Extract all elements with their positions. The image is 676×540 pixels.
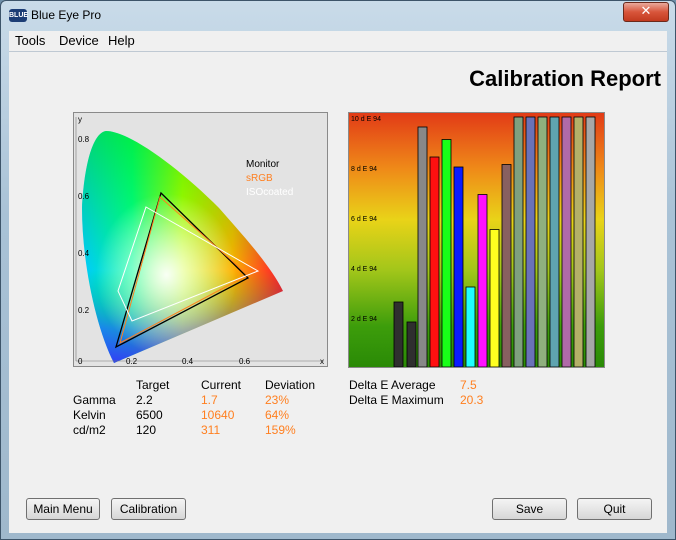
delta-e-bar <box>585 116 596 367</box>
gamma-target: 2.2 <box>136 393 153 407</box>
legend-srgb: sRGB <box>246 173 273 184</box>
calibration-button[interactable]: Calibration <box>111 498 186 520</box>
delta-e-maximum-label: Delta E Maximum <box>349 393 444 407</box>
isocoated-gamut-outline <box>117 206 260 322</box>
menu-bar: Tools Device Help <box>9 31 667 52</box>
cie-y-tick: 0.6 <box>78 192 90 201</box>
menu-help[interactable]: Help <box>108 33 135 48</box>
luminance-target: 120 <box>136 423 157 437</box>
app-logo-icon: BLUE <box>9 9 28 22</box>
gamma-current: 1.7 <box>201 393 218 407</box>
delta-e-average-value: 7.5 <box>460 378 477 392</box>
row-label-kelvin: Kelvin <box>73 408 106 422</box>
delta-e-bar <box>537 116 548 367</box>
delta-e-bar <box>465 286 476 367</box>
cie-y-tick: 0.4 <box>78 249 90 258</box>
header-current: Current <box>201 378 242 392</box>
monitor-gamut-outline <box>114 191 250 349</box>
cie-y-tick: 0 <box>78 357 83 366</box>
window-title: Blue Eye Pro <box>31 8 102 22</box>
cie-x-axis-label: x <box>320 357 324 366</box>
cie-x-tick: 0.2 <box>126 357 138 366</box>
gamma-deviation: 23% <box>265 393 290 407</box>
kelvin-current: 10640 <box>201 408 235 422</box>
save-button[interactable]: Save <box>492 498 567 520</box>
delta-e-bar <box>561 116 572 367</box>
menu-device[interactable]: Device <box>59 33 99 48</box>
delta-e-bar <box>393 301 404 367</box>
delta-e-bar <box>549 116 560 367</box>
cie-y-axis-label: y <box>78 115 82 124</box>
delta-e-bar <box>441 139 452 367</box>
header-target: Target <box>136 378 170 392</box>
delta-e-bar-chart: 10 d E 94 8 d E 94 6 d E 94 4 d E 94 2 d E 9… <box>348 112 605 368</box>
delta-e-bar <box>573 116 584 367</box>
row-label-gamma: Gamma <box>73 393 116 407</box>
kelvin-target: 6500 <box>136 408 163 422</box>
delta-e-bar <box>477 194 488 367</box>
page-title: Calibration Report <box>469 66 661 91</box>
delta-e-bar <box>513 116 524 367</box>
delta-e-bar <box>417 126 428 367</box>
title-bar[interactable]: BLUE Blue Eye Pro ✕ <box>1 1 675 31</box>
delta-e-bar <box>501 164 512 367</box>
delta-e-y-tick: 10 d E 94 <box>351 116 381 123</box>
header-deviation: Deviation <box>265 378 316 392</box>
srgb-gamut-outline <box>119 196 249 344</box>
delta-e-maximum-value: 20.3 <box>460 393 484 407</box>
menu-tools[interactable]: Tools <box>15 33 46 48</box>
row-label-luminance: cd/m2 <box>73 423 106 437</box>
delta-e-y-tick: 2 d E 94 <box>351 316 377 323</box>
cie-y-tick: 0.8 <box>78 135 90 144</box>
delta-e-bar <box>525 116 536 367</box>
legend-monitor: Monitor <box>246 159 280 170</box>
delta-e-bar <box>489 229 500 367</box>
cie-gamut-chart: y x 0.8 0.6 0.4 0.2 0 0.2 0.4 0.6 Monito… <box>73 112 328 367</box>
delta-e-bar <box>406 321 417 367</box>
delta-e-y-tick: 4 d E 94 <box>351 266 377 273</box>
delta-e-y-tick: 6 d E 94 <box>351 216 377 223</box>
cie-x-tick: 0.6 <box>239 357 251 366</box>
main-menu-button[interactable]: Main Menu <box>26 498 100 520</box>
cie-x-tick: 0.4 <box>182 357 194 366</box>
report-area: Calibration Report <box>9 52 667 533</box>
delta-e-bar <box>453 166 464 367</box>
luminance-deviation: 159% <box>265 423 296 437</box>
kelvin-deviation: 64% <box>265 408 290 422</box>
luminance-current: 311 <box>201 423 221 437</box>
delta-e-y-tick: 8 d E 94 <box>351 166 377 173</box>
delta-e-average-label: Delta E Average <box>349 378 436 392</box>
quit-button[interactable]: Quit <box>577 498 652 520</box>
delta-e-bar <box>429 156 440 367</box>
cie-y-tick: 0.2 <box>78 306 90 315</box>
close-button[interactable]: ✕ <box>623 2 669 22</box>
legend-isocoated: ISOcoated <box>246 187 293 198</box>
